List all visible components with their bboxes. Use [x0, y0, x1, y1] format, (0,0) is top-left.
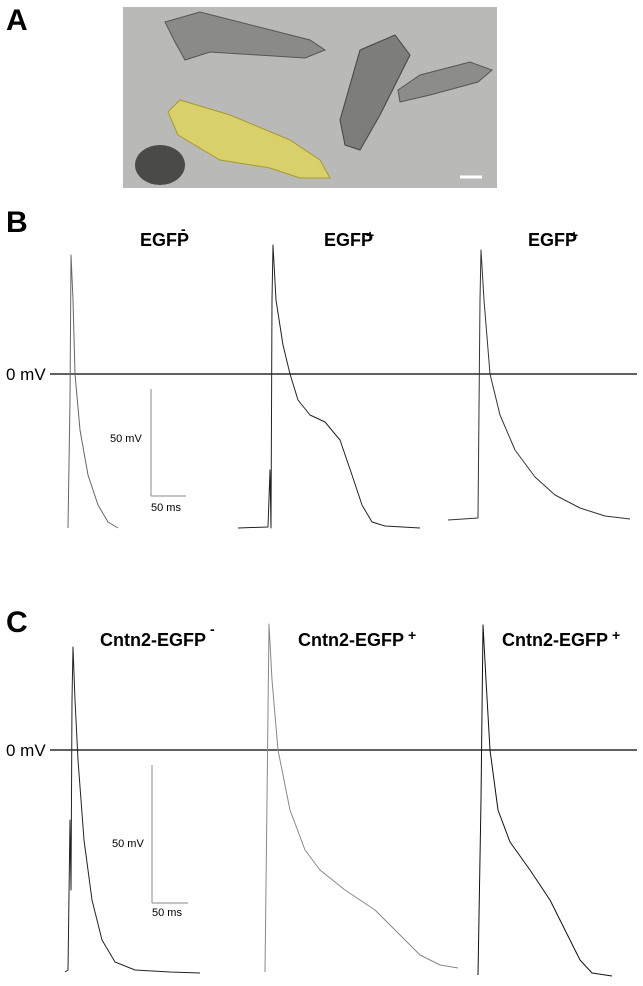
svg-text:+: + — [570, 227, 578, 243]
svg-text:EGFP: EGFP — [324, 230, 373, 250]
trace — [64, 646, 201, 974]
panel-label: B — [6, 206, 28, 239]
scale-bar — [151, 765, 188, 904]
svg-text:Cntn2-EGFP: Cntn2-EGFP — [298, 630, 404, 650]
svg-text:EGFP: EGFP — [528, 230, 577, 250]
zero-label: 0 mV — [6, 365, 46, 384]
micrograph — [123, 7, 497, 188]
scale-x-label: 50 ms — [151, 502, 181, 514]
scale-x-label: 50 ms — [152, 907, 182, 919]
panel-label: C — [6, 606, 28, 639]
panel-label: A — [6, 4, 28, 37]
scale-y-label: 50 mV — [110, 433, 142, 445]
svg-text:-: - — [210, 621, 215, 637]
svg-text:Cntn2-EGFP: Cntn2-EGFP — [502, 630, 608, 650]
trace — [264, 623, 459, 973]
trace-title: Cntn2-EGFP + — [298, 627, 416, 650]
svg-text:EGFP: EGFP — [140, 230, 189, 250]
trace — [237, 244, 421, 529]
svg-text:+: + — [408, 627, 416, 643]
trace-title: EGFP+ — [324, 227, 374, 250]
trace-title: EGFP+ — [528, 227, 578, 250]
trace-title: EGFP- — [140, 221, 189, 250]
svg-text:-: - — [181, 221, 186, 237]
trace-title: Cntn2-EGFP- — [100, 621, 215, 650]
svg-text:+: + — [612, 627, 620, 643]
scale-bar — [150, 389, 186, 497]
trace — [67, 254, 119, 529]
zero-label: 0 mV — [6, 741, 46, 760]
trace — [447, 249, 631, 521]
svg-text:Cntn2-EGFP: Cntn2-EGFP — [100, 630, 206, 650]
trace-title: Cntn2-EGFP + — [502, 627, 620, 650]
svg-text:+: + — [366, 227, 374, 243]
trace — [477, 624, 613, 977]
scale-y-label: 50 mV — [112, 838, 144, 850]
